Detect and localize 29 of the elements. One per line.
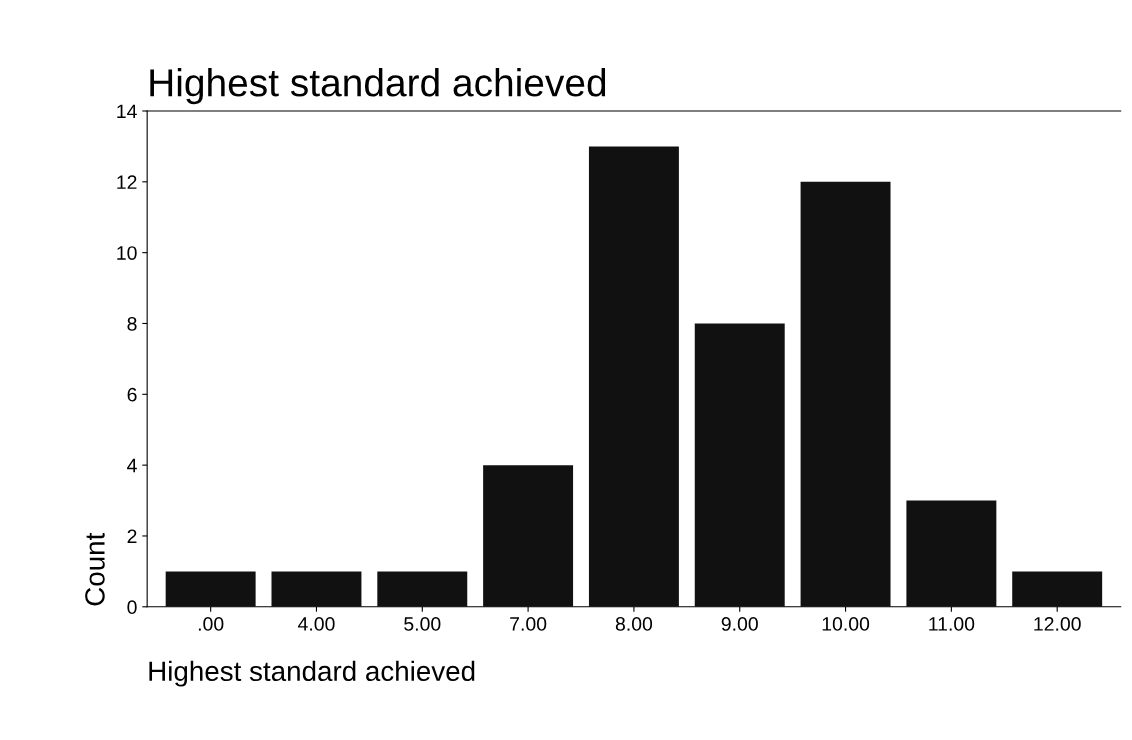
- bar: [800, 181, 891, 607]
- y-tick-label: 6: [127, 387, 137, 402]
- x-tick-label: 5.00: [404, 617, 441, 631]
- x-tick-label: 11.00: [929, 617, 975, 631]
- bar: [1012, 571, 1103, 607]
- x-tick-label: 10.00: [822, 617, 870, 631]
- chart-title: Highest standard achieved: [150, 68, 606, 105]
- bar: [271, 571, 362, 607]
- y-tick-label: 2: [127, 529, 137, 544]
- bar: [906, 500, 997, 607]
- y-tick-label: 8: [127, 316, 137, 331]
- y-axis-title: Count: [85, 532, 105, 606]
- bar: [588, 146, 679, 607]
- x-tick-label: 4.00: [297, 617, 335, 631]
- y-tick-label: 10: [117, 246, 137, 260]
- bar: [377, 571, 468, 607]
- bar: [694, 323, 785, 607]
- y-tick-label: 12: [117, 175, 137, 189]
- x-tick-label: 9.00: [721, 617, 758, 631]
- y-tick-label: 0: [127, 600, 137, 615]
- x-tick-label: 12.00: [1034, 617, 1081, 631]
- bar: [165, 571, 256, 607]
- x-tick-label: .00: [198, 617, 224, 631]
- y-tick-label: 4: [127, 458, 137, 473]
- x-tick-label: 8.00: [615, 617, 653, 631]
- y-tick-label: 14: [117, 104, 137, 119]
- bar: [483, 465, 574, 607]
- x-tick-label: 7.00: [510, 617, 547, 631]
- x-axis-title: Highest standard achieved: [149, 660, 475, 687]
